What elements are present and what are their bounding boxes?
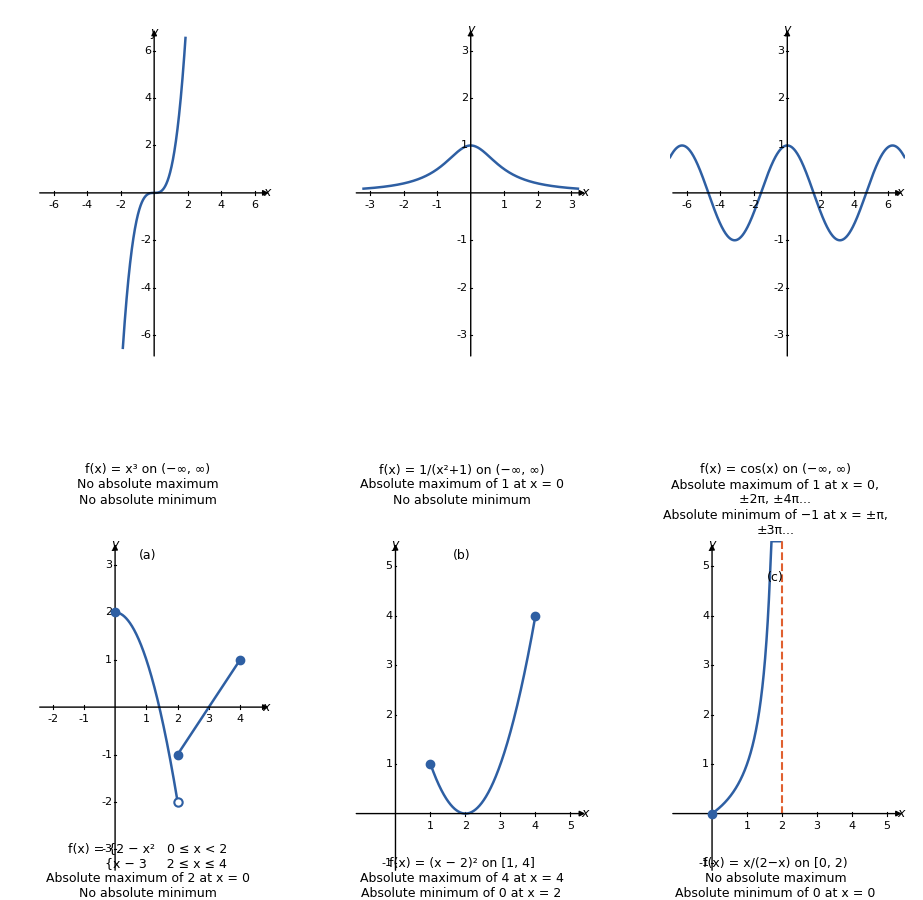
Text: y: y bbox=[708, 538, 715, 551]
Text: -6: -6 bbox=[681, 200, 692, 210]
Text: -1: -1 bbox=[102, 750, 113, 760]
Text: x: x bbox=[897, 807, 905, 820]
Text: 3: 3 bbox=[461, 46, 468, 56]
Text: 6: 6 bbox=[251, 200, 258, 210]
Text: -2: -2 bbox=[749, 200, 760, 210]
Text: 5: 5 bbox=[702, 561, 709, 571]
Text: 2: 2 bbox=[817, 200, 824, 210]
Text: 3: 3 bbox=[386, 660, 392, 670]
Text: 3: 3 bbox=[568, 200, 575, 210]
Text: 4: 4 bbox=[386, 610, 392, 620]
Text: 3: 3 bbox=[206, 715, 212, 724]
Text: -2: -2 bbox=[140, 235, 151, 246]
Text: 2: 2 bbox=[386, 709, 392, 719]
Text: y: y bbox=[784, 23, 791, 37]
Text: 3: 3 bbox=[777, 46, 785, 56]
Text: 4: 4 bbox=[218, 200, 224, 210]
Text: f(x) = 1/(x²+1) on (−∞, ∞)
Absolute maximum of 1 at x = 0
No absolute minimum: f(x) = 1/(x²+1) on (−∞, ∞) Absolute maxi… bbox=[359, 464, 564, 507]
Text: 1: 1 bbox=[386, 759, 392, 769]
Text: -2: -2 bbox=[398, 200, 409, 210]
Text: x: x bbox=[896, 186, 904, 200]
Text: 4: 4 bbox=[851, 200, 857, 210]
Text: y: y bbox=[391, 538, 399, 551]
Text: -4: -4 bbox=[714, 200, 725, 210]
Text: 2: 2 bbox=[702, 709, 709, 719]
Text: 4: 4 bbox=[702, 610, 709, 620]
Text: f(x) = {2 − x²   0 ≤ x < 2
         {x − 3     2 ≤ x ≤ 4
Absolute maximum of 2 a: f(x) = {2 − x² 0 ≤ x < 2 {x − 3 2 ≤ x ≤ … bbox=[45, 842, 250, 900]
Text: 2: 2 bbox=[534, 200, 541, 210]
Text: -2: -2 bbox=[115, 200, 126, 210]
Text: 6: 6 bbox=[144, 46, 151, 56]
Text: (c): (c) bbox=[767, 572, 784, 584]
Text: f(x) = (x − 2)² on [1, 4]
Absolute maximum of 4 at x = 4
Absolute minimum of 0 a: f(x) = (x − 2)² on [1, 4] Absolute maxim… bbox=[360, 857, 563, 900]
Text: 5: 5 bbox=[883, 821, 891, 831]
Text: 3: 3 bbox=[813, 821, 821, 831]
Text: -1: -1 bbox=[457, 235, 468, 246]
Text: 4: 4 bbox=[144, 93, 151, 104]
Text: -2: -2 bbox=[773, 283, 785, 293]
Text: 2: 2 bbox=[778, 821, 785, 831]
Text: 2: 2 bbox=[144, 140, 151, 150]
Text: 5: 5 bbox=[386, 561, 392, 571]
Text: 1: 1 bbox=[744, 821, 750, 831]
Text: 1: 1 bbox=[105, 654, 113, 665]
Text: 4: 4 bbox=[236, 715, 244, 724]
Text: -1: -1 bbox=[432, 200, 443, 210]
Text: -1: -1 bbox=[78, 715, 90, 724]
Text: 2: 2 bbox=[184, 200, 191, 210]
Text: 2: 2 bbox=[777, 93, 785, 104]
Text: y: y bbox=[467, 23, 474, 37]
Text: -3: -3 bbox=[365, 200, 376, 210]
Text: 1: 1 bbox=[501, 200, 508, 210]
Text: -6: -6 bbox=[48, 200, 59, 210]
Text: x: x bbox=[263, 186, 270, 200]
Text: (a): (a) bbox=[139, 549, 156, 562]
Text: 1: 1 bbox=[143, 715, 150, 724]
Text: 1: 1 bbox=[702, 759, 709, 769]
Text: 3: 3 bbox=[497, 821, 504, 831]
Text: 2: 2 bbox=[461, 93, 468, 104]
Text: -6: -6 bbox=[140, 330, 151, 340]
Text: y: y bbox=[112, 537, 119, 551]
Text: 1: 1 bbox=[777, 140, 785, 150]
Text: -2: -2 bbox=[47, 715, 58, 724]
Text: -4: -4 bbox=[81, 200, 92, 210]
Text: x: x bbox=[262, 700, 270, 714]
Text: -3: -3 bbox=[102, 844, 113, 854]
Text: x: x bbox=[581, 186, 589, 200]
Text: -1: -1 bbox=[382, 858, 392, 868]
Text: -3: -3 bbox=[773, 330, 785, 340]
Text: 1: 1 bbox=[461, 140, 468, 150]
Text: 2: 2 bbox=[105, 608, 113, 617]
Text: -3: -3 bbox=[457, 330, 468, 340]
Text: 3: 3 bbox=[702, 660, 709, 670]
Text: -1: -1 bbox=[698, 858, 709, 868]
Text: (b): (b) bbox=[452, 549, 471, 562]
Text: f(x) = cos(x) on (−∞, ∞)
Absolute maximum of 1 at x = 0,
±2π, ±4π...
Absolute mi: f(x) = cos(x) on (−∞, ∞) Absolute maximu… bbox=[663, 464, 888, 536]
Text: -4: -4 bbox=[140, 283, 151, 293]
Text: f(x) = x/(2−x) on [0, 2)
No absolute maximum
Absolute minimum of 0 at x = 0: f(x) = x/(2−x) on [0, 2) No absolute max… bbox=[675, 857, 876, 900]
Text: f(x) = x³ on (−∞, ∞)
No absolute maximum
No absolute minimum: f(x) = x³ on (−∞, ∞) No absolute maximum… bbox=[77, 464, 219, 507]
Text: 4: 4 bbox=[532, 821, 539, 831]
Text: -1: -1 bbox=[773, 235, 785, 246]
Text: -2: -2 bbox=[457, 283, 468, 293]
Text: 2: 2 bbox=[462, 821, 469, 831]
Text: -2: -2 bbox=[102, 796, 113, 807]
Text: 1: 1 bbox=[427, 821, 434, 831]
Text: 4: 4 bbox=[848, 821, 856, 831]
Text: 5: 5 bbox=[567, 821, 574, 831]
Text: 6: 6 bbox=[884, 200, 892, 210]
Text: y: y bbox=[150, 26, 158, 39]
Text: 3: 3 bbox=[105, 560, 113, 570]
Text: x: x bbox=[581, 807, 588, 820]
Text: 2: 2 bbox=[174, 715, 181, 724]
